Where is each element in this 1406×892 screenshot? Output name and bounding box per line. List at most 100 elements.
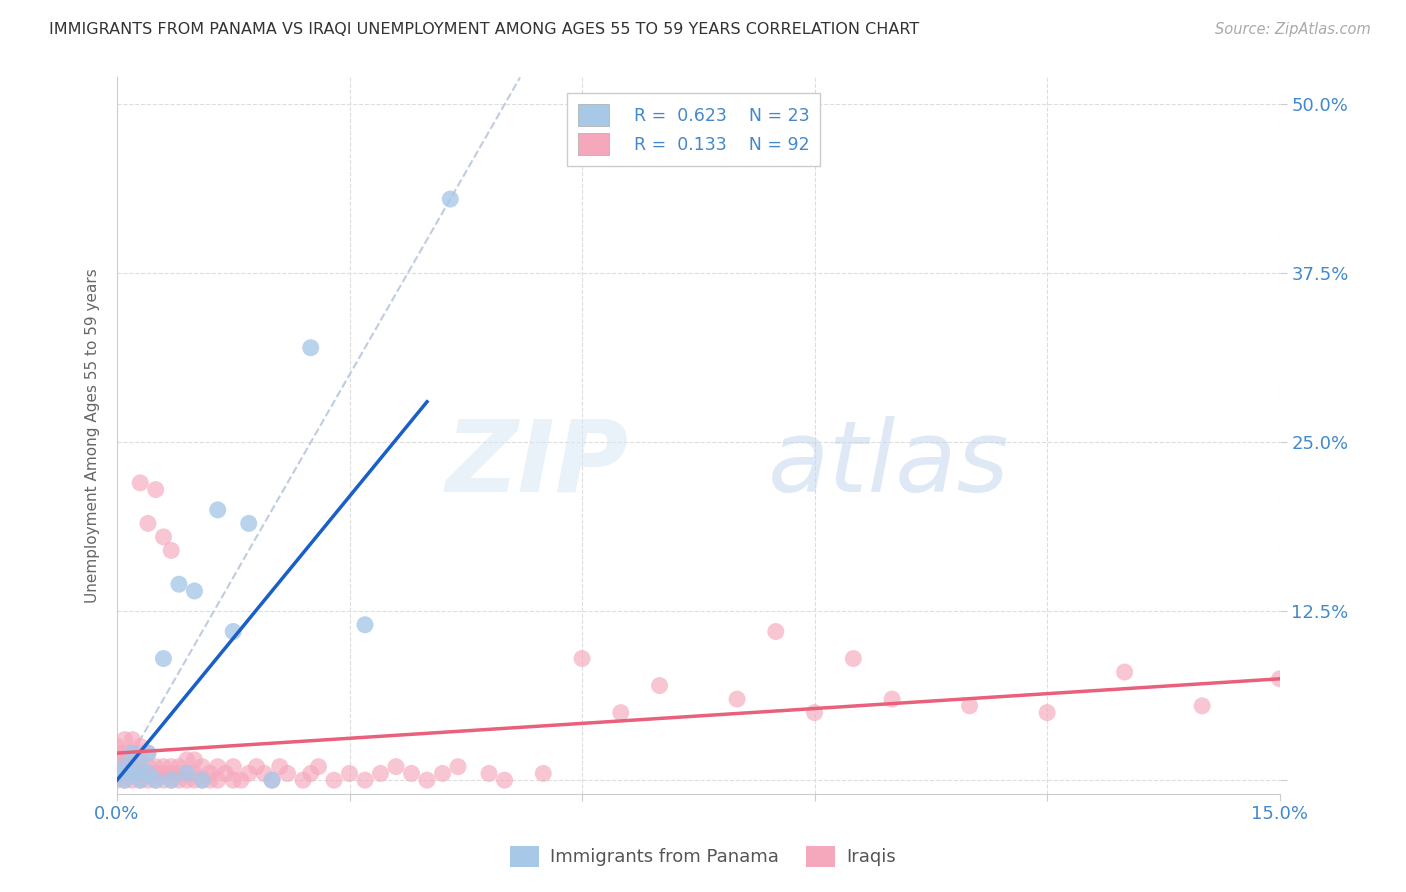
Y-axis label: Unemployment Among Ages 55 to 59 years: Unemployment Among Ages 55 to 59 years <box>86 268 100 603</box>
Point <box>1114 665 1136 679</box>
Point <box>176 753 198 767</box>
Point <box>222 624 245 639</box>
Point <box>145 773 167 788</box>
Point <box>842 651 865 665</box>
Point <box>648 679 671 693</box>
Point <box>238 766 260 780</box>
Point <box>105 753 128 767</box>
Point <box>152 759 174 773</box>
Point <box>121 746 143 760</box>
Point <box>299 766 322 780</box>
Point <box>105 739 128 754</box>
Point <box>354 773 377 788</box>
Point <box>198 773 221 788</box>
Point <box>176 773 198 788</box>
Point <box>121 766 143 780</box>
Point <box>183 584 205 599</box>
Point <box>114 759 136 773</box>
Point <box>167 577 190 591</box>
Point <box>238 516 260 531</box>
Point <box>176 766 198 780</box>
Point <box>260 773 283 788</box>
Point <box>136 766 159 780</box>
Point <box>222 773 245 788</box>
Point <box>765 624 787 639</box>
Point <box>145 759 167 773</box>
Point <box>114 773 136 788</box>
Point <box>167 766 190 780</box>
Point <box>129 746 152 760</box>
Point <box>114 732 136 747</box>
Point <box>416 773 439 788</box>
Point <box>167 773 190 788</box>
Point <box>105 746 128 760</box>
Point <box>129 739 152 754</box>
Point <box>129 773 152 788</box>
Point <box>160 759 183 773</box>
Point <box>191 773 214 788</box>
Point <box>222 759 245 773</box>
Point <box>276 766 298 780</box>
Point <box>323 773 346 788</box>
Point <box>136 516 159 531</box>
Point <box>207 503 229 517</box>
Point <box>160 766 183 780</box>
Point <box>145 483 167 497</box>
Point <box>439 192 461 206</box>
Point <box>136 759 159 773</box>
Point <box>152 530 174 544</box>
Point <box>385 759 408 773</box>
Point <box>114 746 136 760</box>
Point <box>198 766 221 780</box>
Point <box>571 651 593 665</box>
Point <box>136 766 159 780</box>
Point <box>494 773 516 788</box>
Point <box>354 617 377 632</box>
Point <box>129 759 152 773</box>
Point <box>339 766 361 780</box>
Point <box>121 732 143 747</box>
Point <box>191 773 214 788</box>
Legend: Immigrants from Panama, Iraqis: Immigrants from Panama, Iraqis <box>503 838 903 874</box>
Point <box>725 692 748 706</box>
Point <box>269 759 291 773</box>
Point <box>1191 698 1213 713</box>
Point <box>121 773 143 788</box>
Point <box>145 766 167 780</box>
Point <box>370 766 392 780</box>
Point <box>105 773 128 788</box>
Point <box>803 706 825 720</box>
Point <box>136 773 159 788</box>
Point <box>253 766 276 780</box>
Point <box>531 766 554 780</box>
Point <box>401 766 423 780</box>
Point <box>478 766 501 780</box>
Text: Source: ZipAtlas.com: Source: ZipAtlas.com <box>1215 22 1371 37</box>
Point <box>880 692 903 706</box>
Point <box>114 766 136 780</box>
Point <box>136 746 159 760</box>
Point <box>447 759 470 773</box>
Point <box>129 773 152 788</box>
Point <box>160 543 183 558</box>
Point <box>160 773 183 788</box>
Point <box>176 766 198 780</box>
Point <box>432 766 454 780</box>
Point <box>610 706 633 720</box>
Point <box>183 753 205 767</box>
Point <box>152 773 174 788</box>
Point <box>167 759 190 773</box>
Point <box>105 759 128 773</box>
Point <box>136 746 159 760</box>
Text: IMMIGRANTS FROM PANAMA VS IRAQI UNEMPLOYMENT AMONG AGES 55 TO 59 YEARS CORRELATI: IMMIGRANTS FROM PANAMA VS IRAQI UNEMPLOY… <box>49 22 920 37</box>
Point <box>308 759 330 773</box>
Point <box>183 773 205 788</box>
Text: ZIP: ZIP <box>446 416 628 513</box>
Point <box>121 766 143 780</box>
Point <box>129 759 152 773</box>
Point <box>1268 672 1291 686</box>
Point <box>260 773 283 788</box>
Point <box>292 773 315 788</box>
Point <box>114 759 136 773</box>
Point <box>129 766 152 780</box>
